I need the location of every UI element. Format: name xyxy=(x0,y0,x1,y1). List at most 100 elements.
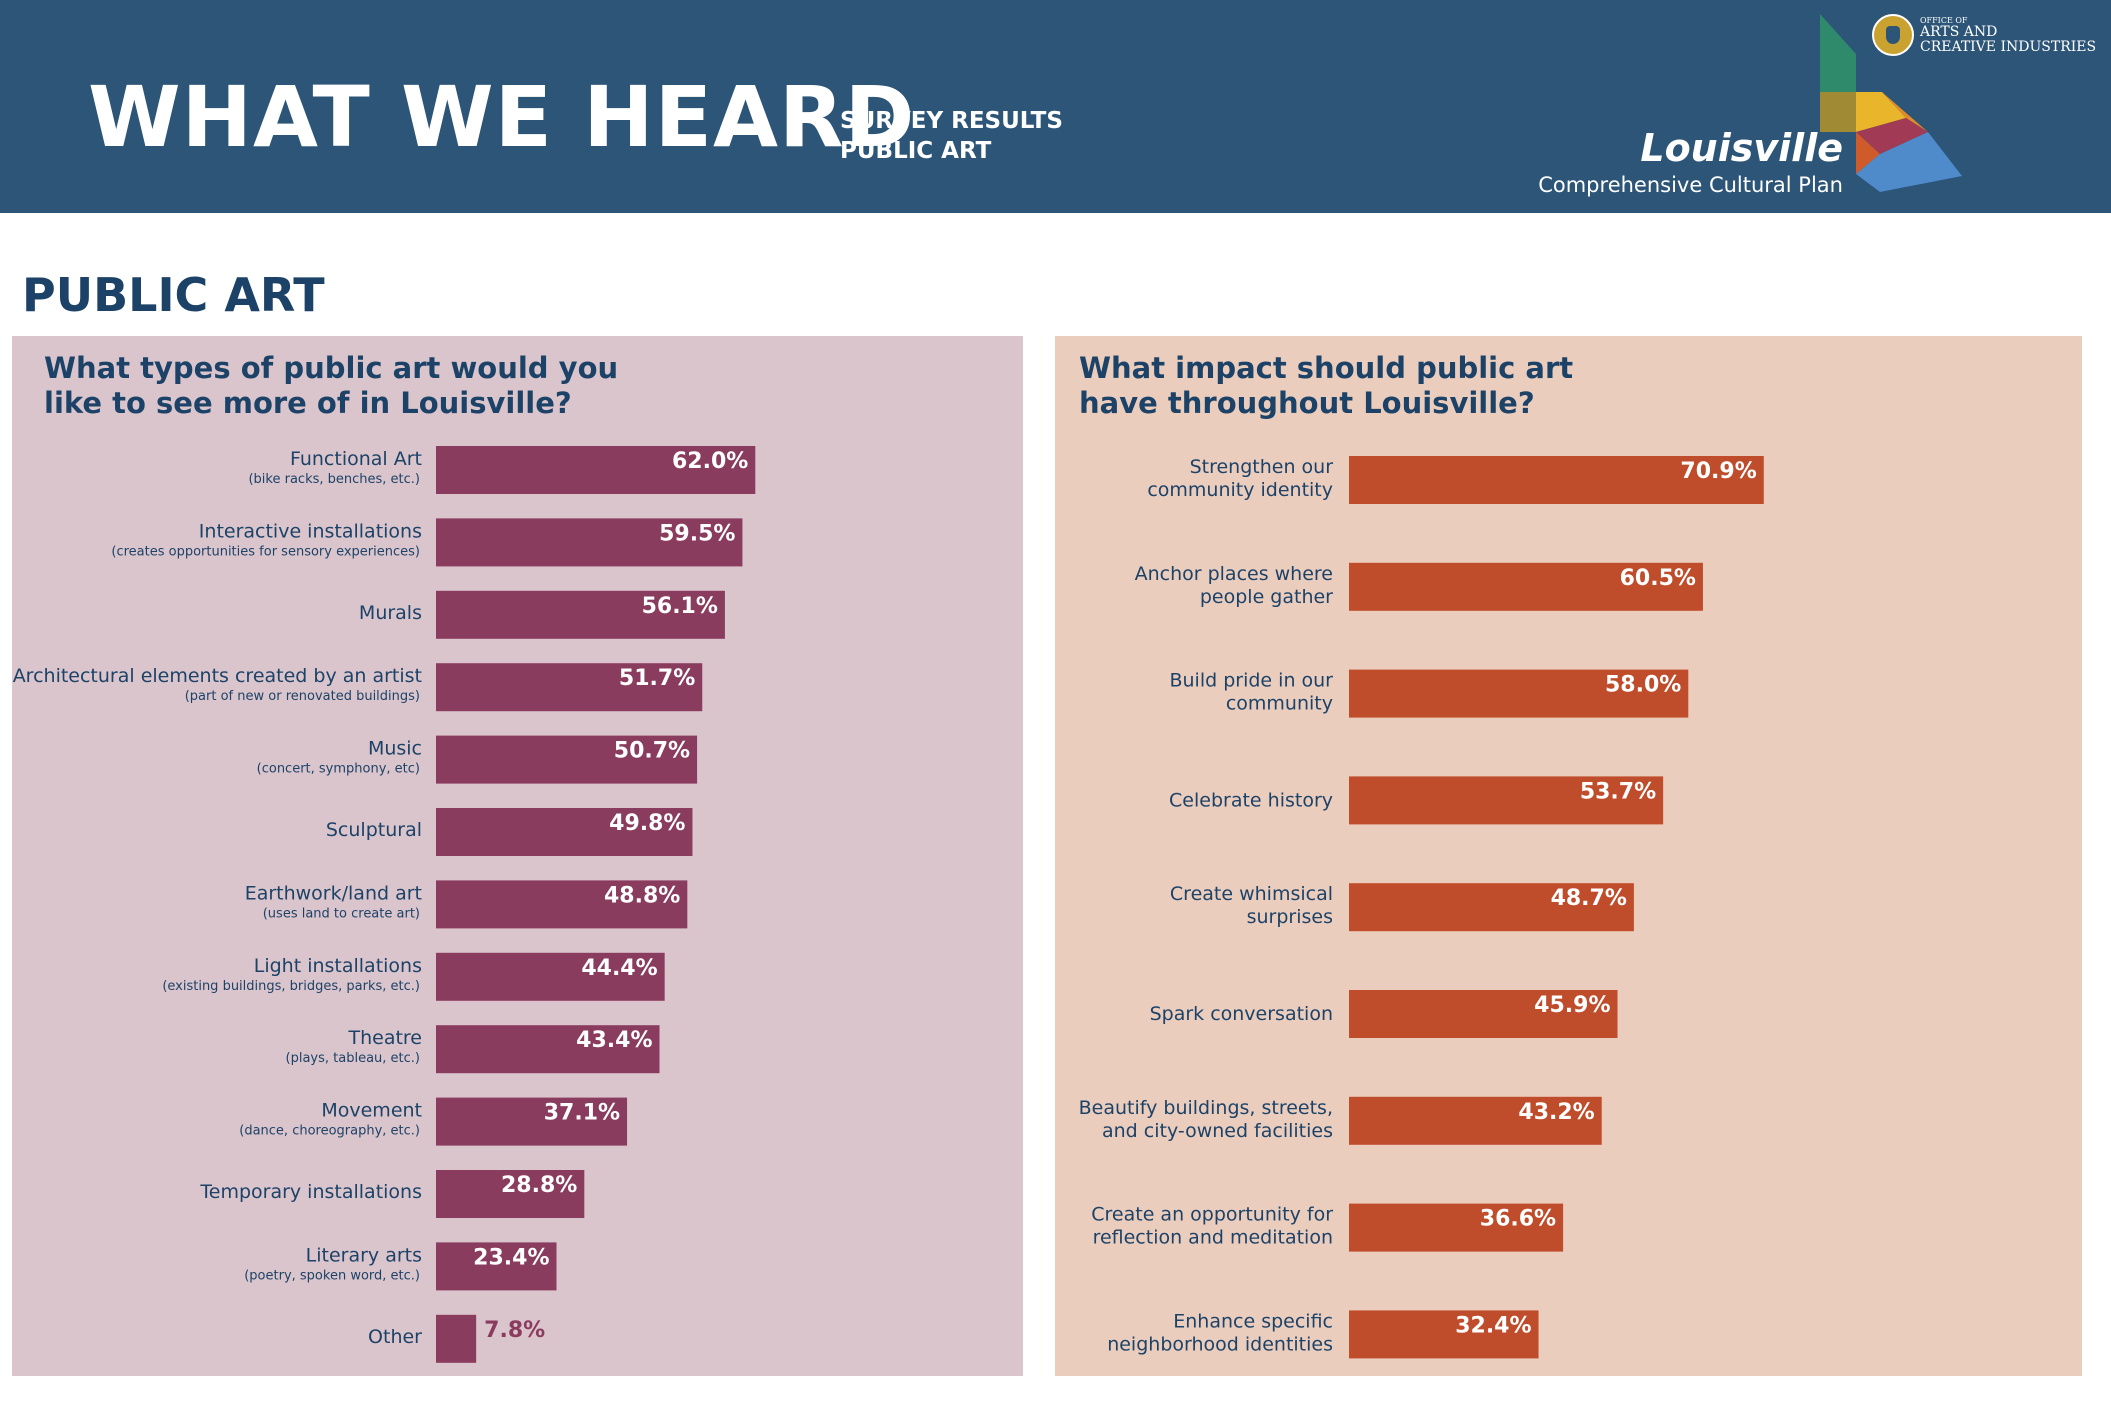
types-bar-sublabel: (bike racks, benches, etc.) xyxy=(248,472,420,487)
types-bar xyxy=(436,735,698,784)
impact-bar-value: 36.6% xyxy=(1480,1207,1556,1232)
types-bar-sublabel: (poetry, spoken word, etc.) xyxy=(244,1268,420,1283)
types-bar-label: Movement xyxy=(321,1100,422,1122)
subtitle-line-2: PUBLIC ART xyxy=(840,138,992,164)
impact-bar-value: 58.0% xyxy=(1605,673,1681,698)
brand-subtitle: Comprehensive Cultural Plan xyxy=(1538,173,1843,197)
logo-shape-yellow xyxy=(1856,92,1906,132)
types-bar-value: 50.7% xyxy=(614,739,690,764)
types-bar-sublabel: (part of new or renovated buildings) xyxy=(185,689,420,704)
logo-shape-blue xyxy=(1856,132,1962,192)
impact-question-line-1: What impact should public art xyxy=(1079,351,1574,385)
types-bar xyxy=(436,446,756,494)
types-bar-value: 37.1% xyxy=(544,1101,620,1126)
impact-bar-label: Spark conversation xyxy=(1150,1003,1333,1025)
types-bar-label: Temporary installations xyxy=(199,1181,422,1203)
office-name: OFFICE OF ARTS AND CREATIVE INDUSTRIES xyxy=(1920,16,2096,55)
office-line-2: CREATIVE INDUSTRIES xyxy=(1920,39,2097,55)
types-bar xyxy=(436,1170,585,1218)
types-bar-label: Functional Art xyxy=(290,448,422,470)
impact-bar-label: people gather xyxy=(1200,586,1333,608)
types-bar-chart: 62.0% Functional Art (bike racks, benches,… xyxy=(13,446,756,1363)
survey-subtitle: SURVEY RESULTS PUBLIC ART xyxy=(840,106,1063,166)
types-bar xyxy=(436,590,725,639)
types-bar-label: Music xyxy=(368,738,422,760)
types-bar-value: 7.8% xyxy=(484,1318,545,1343)
impact-bar xyxy=(1349,456,1764,504)
types-bar-value: 56.1% xyxy=(642,594,718,619)
types-bar-value: 62.0% xyxy=(672,449,748,474)
types-bar xyxy=(436,663,703,712)
impact-question: What impact should public art have throu… xyxy=(1079,351,1679,421)
types-bar xyxy=(436,808,693,856)
types-question: What types of public art would you like … xyxy=(44,351,644,421)
types-bar-value: 43.4% xyxy=(576,1028,652,1053)
impact-bar-label: Build pride in our xyxy=(1169,670,1333,692)
section-title: PUBLIC ART xyxy=(22,268,325,322)
louisville-logo-icon xyxy=(1820,14,1962,192)
impact-bar-value: 53.7% xyxy=(1580,779,1656,804)
types-bar-sublabel: (existing buildings, bridges, parks, etc… xyxy=(162,979,420,994)
page-title: WHAT WE HEARD xyxy=(88,68,916,166)
impact-bar-label: Celebrate history xyxy=(1169,789,1333,811)
types-bar-value: 28.8% xyxy=(501,1173,577,1198)
brand-block: Louisville Comprehensive Cultural Plan xyxy=(1538,125,1843,199)
impact-bar-value: 60.5% xyxy=(1620,566,1696,591)
office-of-arts-badge: OFFICE OF ARTS AND CREATIVE INDUSTRIES xyxy=(1872,14,2102,60)
impact-bar-label: Strengthen our xyxy=(1190,456,1334,478)
types-bar-sublabel: (dance, choreography, etc.) xyxy=(239,1124,420,1139)
types-bar-sublabel: (uses land to create art) xyxy=(263,906,420,921)
types-bar-label: Architectural elements created by an art… xyxy=(13,665,422,687)
types-bar-label: Earthwork/land art xyxy=(245,882,422,904)
types-bar xyxy=(436,880,688,929)
impact-bar-value: 32.4% xyxy=(1455,1313,1531,1338)
impact-bar-label: Enhance specific xyxy=(1173,1310,1333,1332)
types-bar-sublabel: (concert, symphony, etc) xyxy=(257,762,420,777)
impact-bar-value: 48.7% xyxy=(1551,886,1627,911)
brand-name: Louisville xyxy=(1640,126,1843,170)
impact-bar-value: 43.2% xyxy=(1518,1100,1594,1125)
types-bar-label: Theatre xyxy=(347,1027,422,1049)
impact-bar-label: Create an opportunity for xyxy=(1091,1204,1333,1226)
types-bar-sublabel: (plays, tableau, etc.) xyxy=(286,1051,420,1066)
impact-bar xyxy=(1349,562,1703,611)
impact-bar xyxy=(1349,1096,1602,1145)
types-bar xyxy=(436,1025,660,1074)
impact-bar-label: community identity xyxy=(1147,479,1333,501)
types-bar-label: Interactive installations xyxy=(199,520,422,542)
types-bar-label: Light installations xyxy=(254,955,422,977)
impact-bar-label: neighborhood identities xyxy=(1107,1333,1333,1355)
types-question-line-1: What types of public art would you xyxy=(44,351,619,385)
impact-bar xyxy=(1349,1203,1564,1252)
types-bar-value: 48.8% xyxy=(604,883,680,908)
logo-shape-plum xyxy=(1856,118,1928,154)
types-bar xyxy=(436,1097,628,1146)
impact-bar xyxy=(1349,1310,1539,1359)
impact-bar-label: reflection and meditation xyxy=(1093,1227,1333,1249)
types-bar xyxy=(436,1242,557,1291)
types-bar-value: 23.4% xyxy=(473,1245,549,1270)
subtitle-line-1: SURVEY RESULTS xyxy=(840,108,1063,134)
impact-bar xyxy=(1349,669,1689,718)
types-of-art-panel: What types of public art would you like … xyxy=(12,336,1023,1376)
office-line-1: ARTS AND xyxy=(1920,24,1998,40)
logo-shape-red xyxy=(1856,132,1880,174)
office-small: OFFICE OF xyxy=(1920,16,1968,25)
impact-bar-value: 45.9% xyxy=(1534,993,1610,1018)
impact-question-line-2: have throughout Louisville? xyxy=(1079,386,1535,420)
types-bar xyxy=(436,518,743,567)
impact-bar-label: and city-owned facilities xyxy=(1102,1120,1333,1142)
impact-bar-label: surprises xyxy=(1247,906,1333,928)
logo-shape-orange xyxy=(1882,92,1928,132)
types-bar-value: 49.8% xyxy=(609,811,685,836)
impact-bar xyxy=(1349,883,1634,932)
impact-bar-value: 70.9% xyxy=(1680,459,1756,484)
types-question-line-2: like to see more of in Louisville? xyxy=(44,386,572,420)
types-bar-value: 44.4% xyxy=(581,956,657,981)
types-bar-value: 51.7% xyxy=(619,666,695,691)
impact-bar xyxy=(1349,776,1664,825)
types-bar-value: 59.5% xyxy=(659,521,735,546)
impact-bar-label: Beautify buildings, streets, xyxy=(1079,1097,1333,1119)
impact-bar xyxy=(1349,990,1618,1038)
